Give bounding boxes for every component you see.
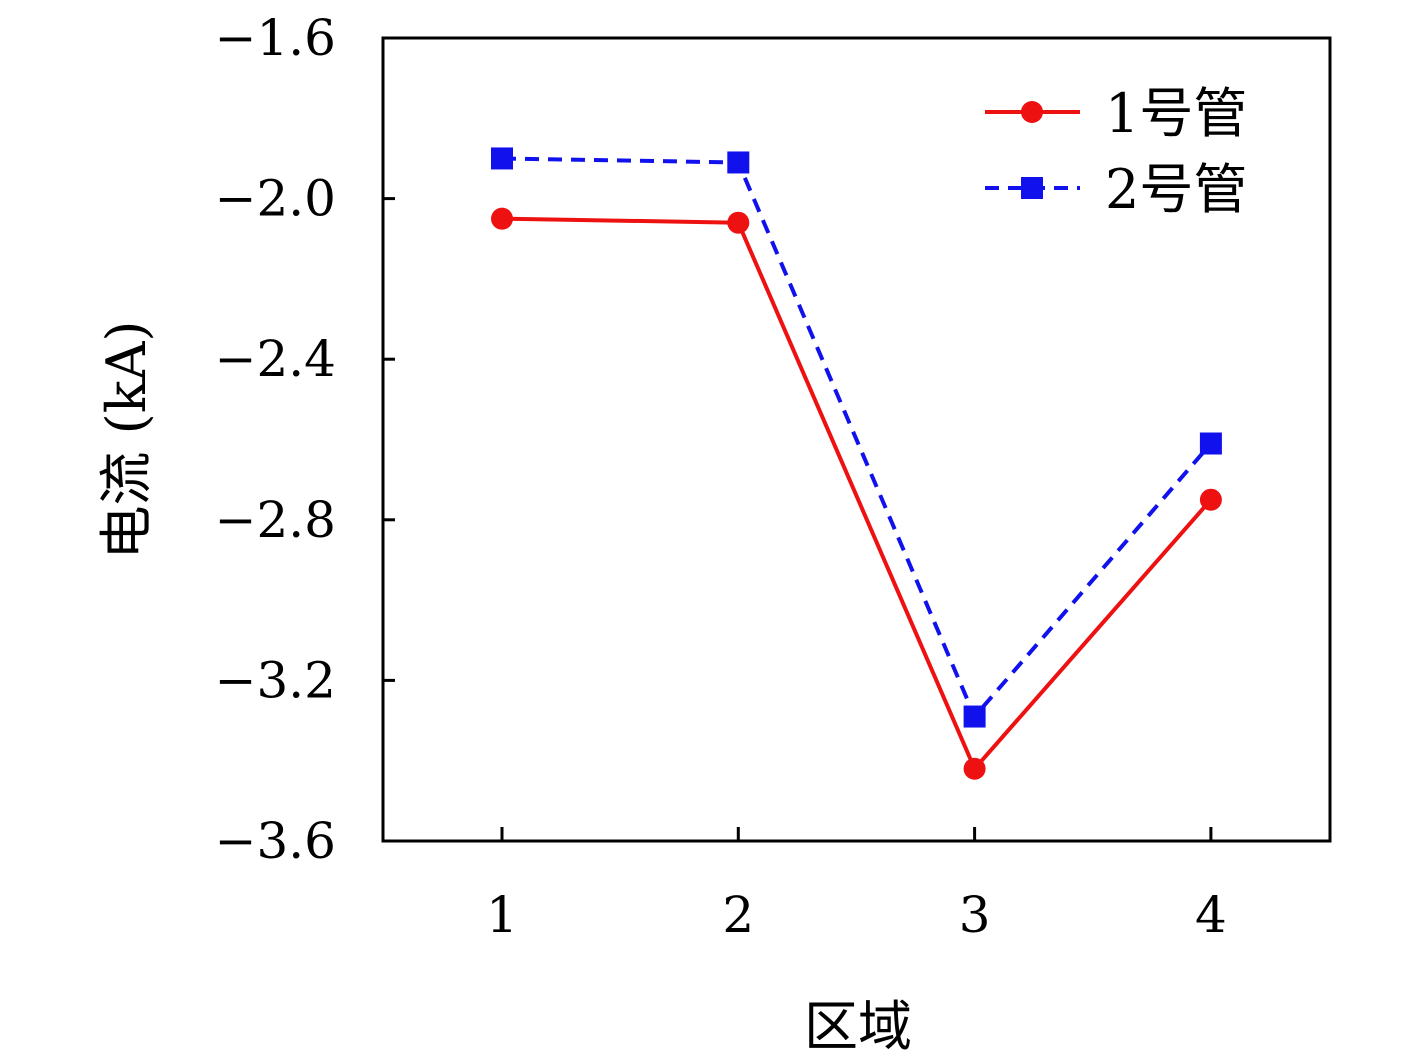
- legend-label-series-1: 1号管: [1105, 82, 1247, 145]
- x-tick-label: 1: [486, 886, 518, 944]
- series-2-point: [491, 147, 513, 170]
- series-2-point: [727, 151, 750, 174]
- legend-marker-series-2: [1021, 177, 1043, 199]
- series-2-point: [1199, 432, 1222, 455]
- x-axis-title: 区域: [804, 995, 912, 1058]
- series-1-point: [1199, 488, 1222, 511]
- series-2-point: [963, 705, 986, 728]
- y-tick-label: −1.6: [215, 9, 336, 67]
- y-axis: −1.6 −2.0 −2.4 −2.8 −3.2 −3.6: [215, 9, 395, 870]
- x-tick-label: 3: [959, 886, 991, 944]
- plot-frame: [381, 36, 1332, 843]
- y-axis-title: 电流 (kA): [95, 320, 158, 559]
- y-tick-label: −3.2: [215, 651, 336, 709]
- y-tick-label: −3.6: [215, 812, 336, 870]
- series-1-line: [501, 216, 1213, 773]
- y-tick-label: −2.4: [215, 330, 336, 388]
- y-tick-label: −2.8: [215, 491, 336, 549]
- x-tick-label: 2: [722, 886, 754, 944]
- series-1-point: [491, 207, 513, 230]
- x-axis: 1 2 3 4: [486, 827, 1227, 944]
- series-1-point: [727, 211, 750, 234]
- legend-marker-series-1: [1021, 101, 1043, 123]
- series-2-line: [501, 156, 1213, 721]
- x-tick-label: 4: [1195, 886, 1227, 944]
- y-tick-label: −2.0: [215, 170, 336, 228]
- legend-label-series-2: 2号管: [1105, 158, 1247, 221]
- legend: 1号管 2号管: [985, 82, 1247, 221]
- series-1-point: [963, 757, 986, 780]
- series-layer: [491, 147, 1222, 780]
